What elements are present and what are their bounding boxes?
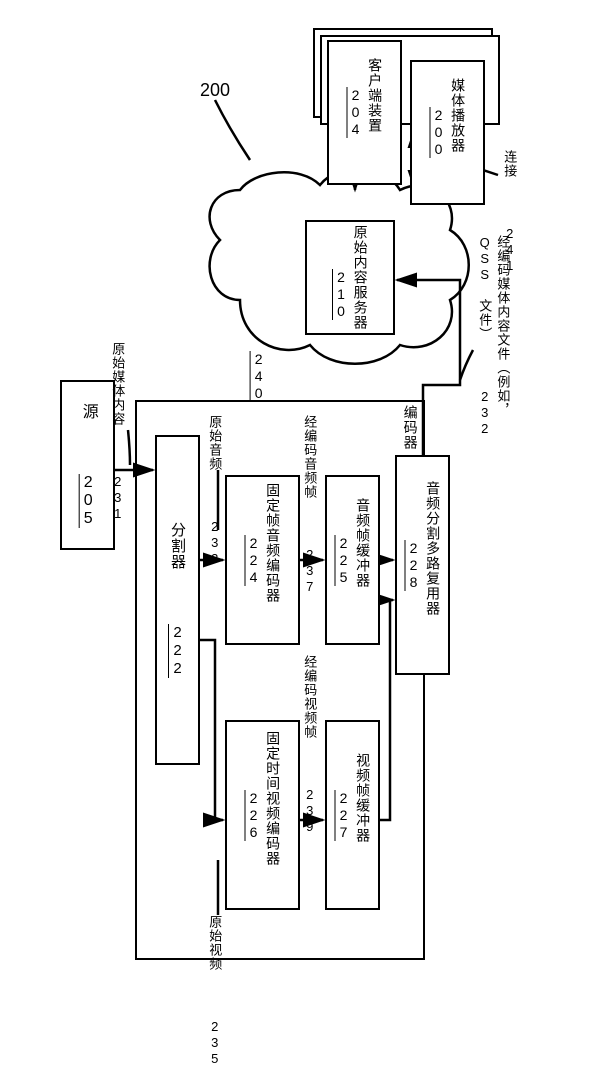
raw-audio-text: 原始音频 <box>207 415 222 471</box>
video-encoder-node: 固定时间视频编码器 226 <box>225 720 300 910</box>
audio-buf-label: 音频帧缓冲器 <box>355 498 371 588</box>
cdn-label: 内容递送网络 <box>251 210 267 300</box>
cdn-ref: 240 <box>251 351 267 402</box>
raw-audio-ref: 233 <box>207 519 222 567</box>
source-node: 源 205 <box>60 380 115 550</box>
figure-ref-text: 200 <box>200 80 230 100</box>
encoder-label: 编码器 <box>403 405 419 450</box>
connection-text: 连接 <box>502 150 517 178</box>
enc-audio-ref: 237 <box>302 547 317 595</box>
media-player-node: 媒体播放器 200 <box>410 60 485 205</box>
raw-media-text: 原始媒体内容 <box>110 342 125 426</box>
enc-file-ref: 232 <box>477 389 492 437</box>
splitter-ref: 222 <box>169 624 186 678</box>
origin-server-label: 原始内容服务器 <box>353 225 369 330</box>
connection-ref: 241 <box>502 226 517 274</box>
raw-video-text: 原始视频 <box>207 915 222 971</box>
origin-server-ref: 210 <box>333 269 349 320</box>
raw-media-ref: 231 <box>110 474 125 522</box>
enc-video-text: 经编码视频帧 <box>302 655 317 739</box>
audio-enc-ref: 224 <box>246 535 262 586</box>
media-player-label: 媒体播放器 <box>450 78 466 153</box>
enc-audio-text: 经编码音频帧 <box>302 415 317 499</box>
client-device-label: 客户端装置 <box>367 58 383 133</box>
video-enc-ref: 226 <box>246 790 262 841</box>
enc-video-ref: 239 <box>302 787 317 835</box>
audio-enc-label: 固定帧音频编码器 <box>265 483 281 603</box>
figure-ref: 200 <box>200 80 230 101</box>
audio-encoder-node: 固定帧音频编码器 224 <box>225 475 300 645</box>
raw-video-annotation: 原始视频 235 <box>205 915 260 1067</box>
splitter-node: 分割器 222 <box>155 435 200 765</box>
source-ref: 205 <box>80 474 97 528</box>
video-buf-label: 视频帧缓冲器 <box>355 753 371 843</box>
video-enc-label: 固定时间视频编码器 <box>265 731 281 866</box>
splitter-label: 分割器 <box>169 522 186 570</box>
mux-ref: 228 <box>406 540 422 591</box>
mux-label: 音频分割多路复用器 <box>425 481 441 616</box>
audio-buffer-node: 音频帧缓冲器 225 <box>325 475 380 645</box>
origin-server-node: 原始内容服务器 210 <box>305 220 395 335</box>
connection-annotation: 连接 241 <box>500 150 555 274</box>
mux-node: 音频分割多路复用器 228 <box>395 455 450 675</box>
video-buf-ref: 227 <box>336 790 352 841</box>
media-player-ref: 200 <box>431 107 447 158</box>
raw-video-ref: 235 <box>207 1019 222 1067</box>
client-device-ref: 204 <box>348 87 364 138</box>
audio-buf-ref: 225 <box>336 535 352 586</box>
client-device-node: 客户端装置 204 <box>327 40 402 185</box>
video-buffer-node: 视频帧缓冲器 227 <box>325 720 380 910</box>
source-label: 源 <box>80 403 97 420</box>
